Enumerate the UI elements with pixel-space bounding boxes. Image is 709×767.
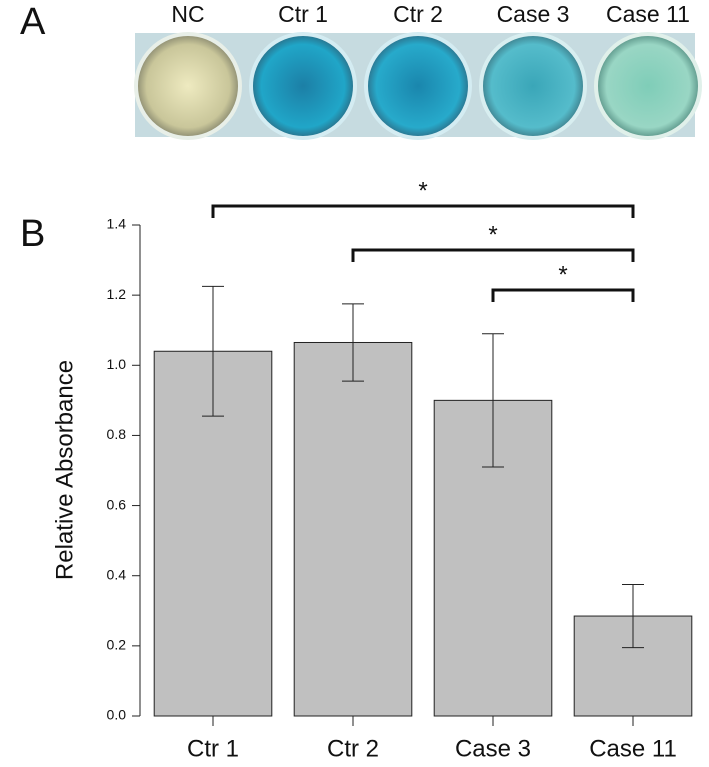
y-tick-label: 0.8	[107, 426, 127, 442]
significance-label: *	[418, 177, 427, 204]
significance-label: *	[558, 261, 567, 288]
y-tick-label: 1.2	[107, 286, 127, 302]
panel-label: B	[20, 213, 45, 255]
well-label: Ctr 1	[278, 1, 328, 27]
error-bar	[482, 333, 504, 468]
plate-photo	[134, 32, 702, 140]
significance-bracket	[351, 248, 635, 262]
y-tick-label: 0.2	[107, 637, 127, 653]
x-tick-label: Ctr 1	[187, 735, 239, 762]
well-label: Case 11	[606, 1, 690, 27]
y-tick-label: 1.0	[107, 356, 127, 372]
y-tick-label: 0.0	[107, 707, 127, 723]
y-tick-label: 0.4	[107, 566, 127, 582]
significance-label: *	[488, 221, 497, 248]
well-label: NC	[171, 1, 204, 27]
bar	[293, 341, 413, 717]
x-tick-label: Case 3	[455, 735, 531, 762]
x-tick-label: Ctr 2	[327, 735, 379, 762]
panel-label: A	[20, 1, 46, 43]
significance-bracket	[491, 288, 635, 302]
y-tick-label: 0.6	[107, 496, 127, 512]
y-axis-label: Relative Absorbance	[51, 360, 78, 580]
error-bar	[622, 583, 644, 649]
error-bar	[202, 285, 224, 417]
y-tick-label: 1.4	[107, 216, 127, 232]
x-tick-label: Case 11	[589, 735, 677, 762]
well-label: Case 3	[497, 1, 570, 27]
well-label: Ctr 2	[393, 1, 443, 27]
significance-bracket	[211, 204, 635, 218]
error-bar	[342, 303, 364, 382]
